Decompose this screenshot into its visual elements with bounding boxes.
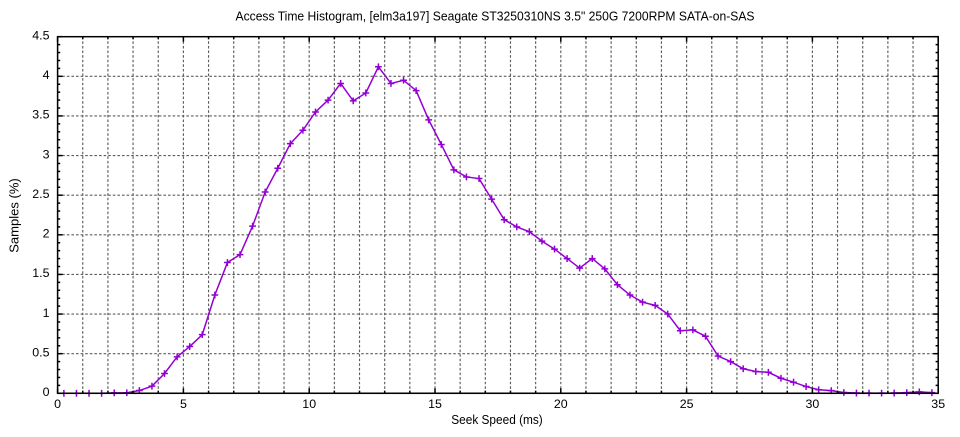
svg-text:Samples (%): Samples (%)	[7, 178, 22, 253]
svg-text:0: 0	[43, 385, 50, 399]
svg-text:2.5: 2.5	[32, 187, 49, 201]
svg-text:1: 1	[43, 306, 50, 320]
svg-text:30: 30	[806, 397, 820, 411]
svg-text:20: 20	[554, 397, 568, 411]
svg-text:Access Time Histogram, [elm3a1: Access Time Histogram, [elm3a197] Seagat…	[236, 9, 755, 24]
svg-text:35: 35	[931, 397, 945, 411]
svg-text:3: 3	[43, 147, 50, 161]
svg-text:0: 0	[54, 397, 61, 411]
svg-text:3.5: 3.5	[32, 108, 49, 122]
svg-text:1.5: 1.5	[32, 266, 49, 280]
svg-text:10: 10	[302, 397, 316, 411]
svg-text:Seek Speed (ms): Seek Speed (ms)	[451, 412, 543, 427]
svg-text:0.5: 0.5	[32, 345, 49, 359]
svg-text:5: 5	[180, 397, 187, 411]
svg-text:15: 15	[428, 397, 442, 411]
svg-text:25: 25	[680, 397, 694, 411]
svg-text:4: 4	[43, 68, 50, 82]
svg-text:4.5: 4.5	[32, 28, 49, 42]
svg-text:2: 2	[43, 227, 50, 241]
